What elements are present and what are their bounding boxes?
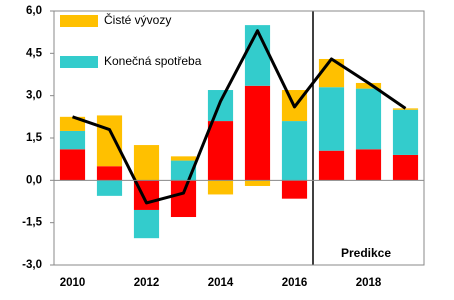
y-tick-label: 4,5 bbox=[26, 47, 43, 59]
bar-segment bbox=[244, 180, 271, 186]
bar-segment bbox=[318, 150, 345, 181]
y-tick-label: -3,0 bbox=[22, 259, 42, 271]
bar-segment bbox=[355, 82, 382, 89]
x-tick-label: 2014 bbox=[208, 277, 234, 289]
y-tick-label: -1,5 bbox=[22, 217, 42, 229]
bar-segment bbox=[207, 121, 234, 181]
bar-segment bbox=[392, 109, 419, 155]
bar-segment bbox=[96, 166, 123, 181]
legend-swatch bbox=[60, 15, 98, 27]
y-tick-label: 6,0 bbox=[26, 5, 42, 17]
y-tick-label: 3,0 bbox=[26, 90, 42, 102]
bar-segment bbox=[355, 149, 382, 181]
legend-label: Konečná spotřeba bbox=[104, 54, 202, 68]
bar-segment bbox=[207, 180, 234, 195]
bar-segment bbox=[59, 130, 86, 150]
x-tick-label: 2018 bbox=[356, 277, 382, 289]
y-tick-label: 1,5 bbox=[26, 132, 43, 144]
x-tick-label: 2016 bbox=[282, 277, 308, 289]
annotation: Predikce bbox=[341, 246, 391, 260]
bar-segment bbox=[318, 87, 345, 151]
bar-segment bbox=[133, 209, 160, 239]
bar-segment bbox=[207, 90, 234, 122]
y-tick-label: 0,0 bbox=[26, 174, 42, 186]
bar-segment bbox=[133, 145, 160, 181]
legend-label: Čisté vývozy bbox=[104, 12, 171, 27]
bar-segment bbox=[392, 154, 419, 181]
bar-segment bbox=[170, 156, 197, 161]
bar-segment bbox=[244, 25, 271, 86]
bar-segment bbox=[96, 180, 123, 196]
bar-segment bbox=[281, 121, 308, 181]
x-tick-label: 2010 bbox=[60, 277, 86, 289]
bar-segment bbox=[96, 115, 123, 167]
bar-segment bbox=[281, 180, 308, 199]
bar-segment bbox=[170, 180, 197, 218]
bar-segment bbox=[244, 85, 271, 181]
bar-segment bbox=[355, 88, 382, 150]
bar-segment bbox=[59, 149, 86, 181]
bar-segment bbox=[392, 108, 419, 110]
legend-swatch bbox=[60, 56, 98, 68]
x-tick-label: 2012 bbox=[134, 277, 160, 289]
plot-frame bbox=[53, 10, 425, 266]
line bbox=[72, 29, 407, 205]
